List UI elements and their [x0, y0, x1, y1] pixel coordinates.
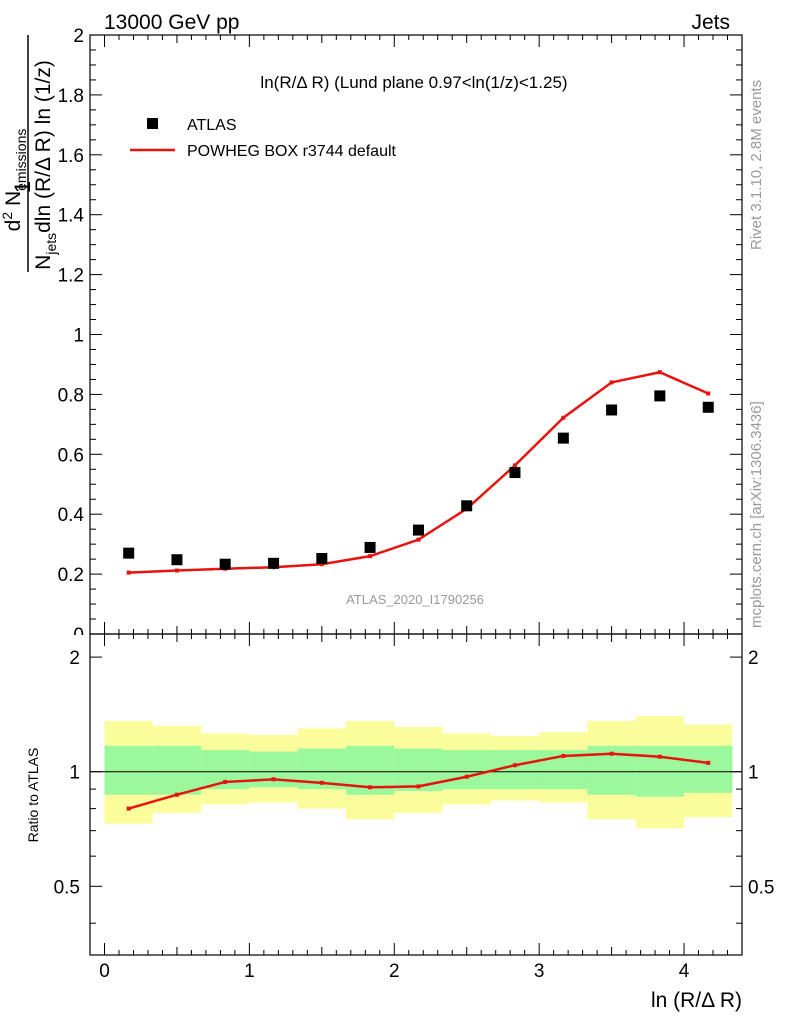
atlas-data-point	[557, 432, 569, 444]
ratio-y-tick-label-left: 2	[69, 648, 80, 669]
powheg-point	[512, 463, 517, 468]
atlas-data-point	[219, 558, 231, 570]
powheg-point	[126, 570, 131, 575]
ratio-powheg-point	[174, 792, 179, 797]
mcplots-label: mcplots.cern.ch [arXiv:1306.3436]	[748, 401, 765, 628]
powheg-curve	[128, 370, 709, 574]
ratio-powheg-point	[368, 785, 373, 790]
atlas-data-point	[606, 404, 618, 416]
uncertainty-band-inner	[635, 745, 685, 797]
atlas-data-point	[171, 554, 183, 566]
main-y-tick-label: 1	[73, 326, 84, 347]
x-tick-label: 1	[244, 961, 255, 982]
legend-powheg-label: POWHEG BOX r3744 default	[187, 143, 397, 160]
atlas-data-point	[364, 541, 376, 553]
zero-label-clip	[60, 635, 88, 645]
ratio-powheg-point	[657, 754, 662, 759]
jets-label: Jets	[691, 11, 730, 34]
rivet-version-label: Rivet 3.1.10, 2.8M events	[748, 80, 765, 250]
main-y-tick-label: 1.2	[58, 266, 84, 287]
ratio-powheg-point	[464, 774, 469, 779]
powheg-point	[368, 554, 373, 559]
x-tick-label: 3	[534, 961, 545, 982]
ratio-powheg-point	[512, 763, 517, 768]
main-y-tick-label: 1.4	[58, 206, 85, 227]
ratio-plot-frame	[89, 633, 743, 956]
y-label-d2n: d2 Nemissions	[0, 129, 29, 232]
ratio-y-tick-label-left: 0.5	[54, 877, 80, 898]
atlas-data-point	[412, 524, 424, 536]
ratio-y-axis-label: Ratio to ATLAS	[25, 748, 41, 843]
ratio-powheg-point	[223, 779, 228, 784]
legend-atlas-marker	[147, 118, 158, 129]
atlas-data-point	[316, 553, 328, 565]
main-y-tick-label: 1.6	[58, 146, 84, 167]
ratio-powheg-point	[609, 751, 614, 756]
atlas-data-point	[509, 467, 521, 479]
ratio-y-tick-label-left: 1	[69, 763, 80, 784]
main-panel: 00.20.40.60.811.21.41.61.82	[58, 26, 743, 646]
x-tick-label: 2	[389, 961, 400, 982]
ratio-powheg-point	[126, 806, 131, 811]
main-y-tick-label: 0.4	[58, 505, 85, 526]
ratio-panel: 0.5 0.5 1 1 2 2 0 1 2 3 4	[54, 633, 774, 982]
powheg-point	[561, 415, 566, 420]
main-y-tick-label: 2	[73, 26, 84, 47]
uncertainty-band-inner	[249, 751, 298, 788]
y-label-jets: jets	[43, 233, 59, 256]
ratio-y-tick-label-right: 2	[748, 648, 759, 669]
uncertainty-band-inner	[104, 745, 153, 795]
powheg-point	[657, 370, 662, 375]
y-label-n: N	[2, 191, 25, 212]
ratio-powheg-point	[319, 780, 324, 785]
powheg-point	[319, 562, 324, 567]
atlas-data-point	[702, 401, 714, 413]
y-label-d2n-text: d2 Nemissions	[0, 129, 29, 232]
energy-label: 13000 GeV pp	[104, 11, 239, 34]
uncertainty-band-inner	[152, 745, 202, 795]
y-label-njets-n: N	[32, 255, 55, 270]
main-y-tick-label: 1.8	[58, 86, 84, 107]
analysis-watermark: ATLAS_2020_I1790256	[346, 592, 484, 607]
main-y-axis-label: 1 d2 Nemissions Njetsdln (R/Δ R) ln (1/z…	[0, 35, 59, 272]
atlas-data-point	[123, 547, 135, 559]
powheg-point	[416, 537, 421, 542]
atlas-data-point	[268, 557, 280, 569]
atlas-data-point	[461, 500, 473, 512]
ratio-powheg-point	[561, 753, 566, 758]
x-tick-label: 0	[99, 961, 110, 982]
ratio-powheg-point	[271, 777, 276, 782]
legend-atlas-label: ATLAS	[187, 117, 237, 134]
plot-title: ln(R/Δ R) (Lund plane 0.97<ln(1/z)<1.25)	[260, 73, 567, 92]
y-label-emissions: emissions	[13, 129, 29, 191]
powheg-point	[609, 380, 614, 385]
y-label-rest: dln (R/Δ R) ln (1/z)	[32, 60, 55, 233]
y-label-d: d	[2, 220, 25, 232]
ratio-y-tick-label-right: 1	[748, 763, 759, 784]
atlas-data-point	[654, 390, 666, 402]
x-tick-label: 4	[679, 961, 690, 982]
main-y-tick-label: 0.8	[58, 385, 84, 406]
main-y-tick-label: 0.6	[58, 445, 84, 466]
uncertainty-band-inner	[684, 745, 733, 793]
legend: ATLAS POWHEG BOX r3744 default	[130, 117, 397, 160]
uncertainty-band-inner	[442, 750, 491, 790]
x-axis-label: ln (R/Δ R)	[651, 989, 742, 1012]
powheg-point	[174, 568, 179, 573]
ratio-powheg-point	[706, 760, 711, 765]
main-y-tick-label: 0.2	[58, 565, 84, 586]
ratio-powheg-point	[416, 784, 421, 789]
powheg-point	[706, 391, 711, 396]
y-label-d-sup: 2	[0, 212, 15, 220]
ratio-y-tick-label-right: 0.5	[748, 877, 774, 898]
y-label-denom-text: Njetsdln (R/Δ R) ln (1/z)	[32, 60, 59, 270]
y-label-denominator: Njetsdln (R/Δ R) ln (1/z)	[32, 60, 59, 270]
